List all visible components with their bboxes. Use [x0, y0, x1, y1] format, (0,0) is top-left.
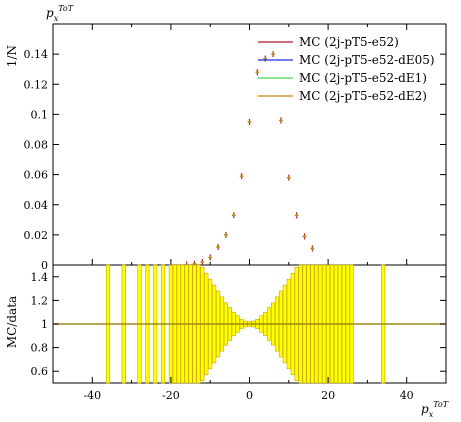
- data-point: [294, 212, 299, 219]
- top-axis-label: pxToT: [46, 4, 74, 23]
- main-ytick-label: 0.08: [24, 139, 49, 152]
- svg-text:pxToT: pxToT: [421, 400, 449, 419]
- data-point: [200, 258, 205, 265]
- svg-text:pxToT: pxToT: [46, 4, 74, 23]
- legend-entry-label: MC (2j-pT5-e52-dE1): [299, 71, 427, 85]
- point-marker: [303, 235, 306, 238]
- ratio-ytick-label: 0.8: [31, 342, 49, 355]
- ratio-bands: [53, 264, 446, 384]
- point-marker: [232, 213, 236, 217]
- point-marker: [295, 213, 298, 217]
- legend-entry-label: MC (2j-pT5-e52-dE05): [299, 53, 435, 67]
- ratio-xtick-label: 0: [246, 389, 253, 402]
- legend-entry-label: MC (2j-pT5-e52-dE2): [299, 89, 427, 103]
- point-marker: [311, 247, 314, 250]
- point-marker: [256, 70, 259, 74]
- main-ytick-label: 0.02: [24, 229, 49, 242]
- data-point: [286, 174, 291, 181]
- data-point: [310, 245, 315, 252]
- data-point: [239, 173, 244, 180]
- point-marker: [271, 52, 275, 56]
- point-marker: [201, 260, 204, 264]
- data-point: [247, 118, 252, 125]
- ratio-ytick-label: 1.2: [31, 294, 49, 307]
- point-marker: [224, 233, 228, 237]
- point-marker: [216, 245, 220, 249]
- main-ytick-label: 0.1: [31, 108, 49, 121]
- data-point: [231, 212, 236, 219]
- main-ytick-label: 0: [41, 259, 48, 272]
- point-marker: [263, 57, 267, 60]
- ratio-axis-ticks: 0.6 0.8 1 1.2 1.4 -40 -20 0 20 40: [31, 271, 447, 402]
- main-axis-ticks: 0 0.02 0.04 0.06 0.08 0.1 0.12 0.14: [24, 24, 447, 272]
- point-marker: [240, 174, 243, 178]
- data-point: [223, 231, 228, 238]
- data-point: [263, 55, 268, 62]
- ratio-xtick-label: -40: [83, 389, 101, 402]
- data-point: [271, 51, 276, 58]
- point-marker: [248, 120, 251, 124]
- main-ytick-label: 0.12: [24, 78, 49, 91]
- point-marker: [193, 262, 196, 266]
- ratio-xtick-label: 40: [400, 389, 414, 402]
- main-ytick-label: 0.04: [24, 199, 49, 212]
- main-data-points: [184, 51, 315, 268]
- data-point: [208, 254, 213, 261]
- ratio-ytick-label: 1: [41, 318, 48, 331]
- data-point: [255, 69, 260, 76]
- main-ytick-label: 0.06: [24, 169, 49, 182]
- data-point: [302, 233, 307, 240]
- ratio-xlabel: pxToT: [421, 400, 449, 419]
- point-marker: [287, 176, 291, 179]
- main-ytick-label: 0.14: [24, 48, 49, 61]
- data-point: [216, 243, 221, 250]
- legend: MC (2j-pT5-e52) MC (2j-pT5-e52-dE05) MC (2…: [258, 35, 435, 103]
- ratio-xtick-label: 20: [321, 389, 335, 402]
- ratio-xtick-label: -20: [162, 389, 180, 402]
- ratio-ytick-label: 0.6: [31, 365, 49, 378]
- ratio-ytick-label: 1.4: [31, 271, 49, 284]
- point-marker: [279, 119, 283, 122]
- main-ylabel: 1/N: [5, 45, 19, 67]
- point-marker: [208, 256, 212, 259]
- legend-entry-label: MC (2j-pT5-e52): [299, 35, 399, 49]
- ratio-ylabel: MC/data: [5, 296, 19, 348]
- data-point: [278, 117, 283, 124]
